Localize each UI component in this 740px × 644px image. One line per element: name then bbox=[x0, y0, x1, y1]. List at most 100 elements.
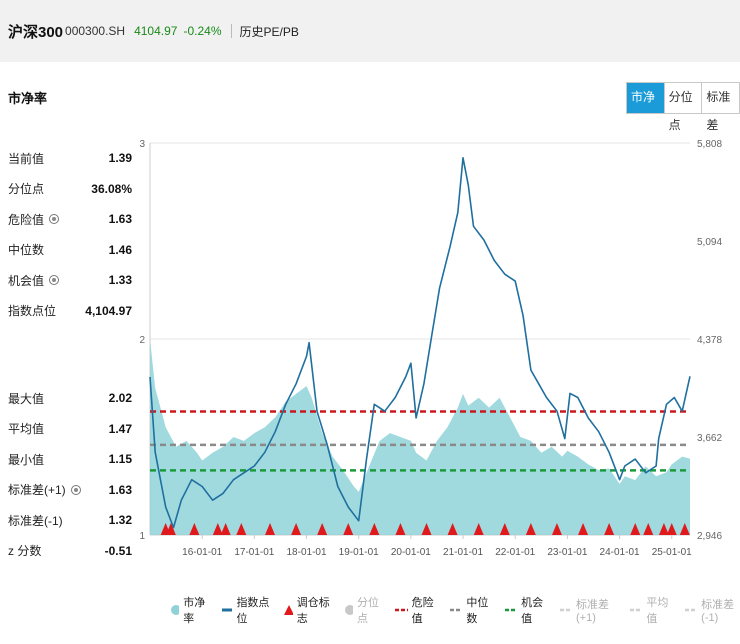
stat-label: 机会值 bbox=[8, 272, 60, 289]
right-tick-label: 5,094 bbox=[697, 237, 722, 248]
stat-value: 1.63 bbox=[108, 482, 132, 497]
legend-line-icon bbox=[221, 608, 233, 612]
stat-row-opportunity: 机会值 1.33 bbox=[8, 265, 132, 296]
legend-item-median[interactable]: 中位数 bbox=[450, 594, 492, 626]
left-tick-label: 1 bbox=[139, 531, 145, 542]
stat-value: 1.46 bbox=[108, 242, 132, 257]
rebalance-marker bbox=[369, 523, 380, 535]
rebalance-marker bbox=[551, 523, 562, 535]
stat-label: 中位数 bbox=[8, 243, 45, 258]
x-tick-label: 20-01-01 bbox=[391, 547, 431, 558]
stat-label: 指数点位 bbox=[8, 304, 57, 319]
x-tick-label: 25-01-01 bbox=[652, 547, 692, 558]
rebalance-marker bbox=[317, 523, 328, 535]
legend-label: 中位数 bbox=[466, 597, 489, 625]
stat-value: -0.51 bbox=[104, 543, 132, 558]
x-tick-label: 22-01-01 bbox=[495, 547, 535, 558]
index-code: 000300.SH bbox=[65, 24, 126, 38]
stat-value: 36.08% bbox=[91, 181, 132, 196]
rebalance-marker bbox=[220, 523, 231, 535]
index-line-series bbox=[149, 157, 691, 529]
rebalance-marker bbox=[604, 523, 615, 535]
legend-item-rebalance[interactable]: 调仓标志 bbox=[283, 594, 330, 626]
stat-row-current: 当前值 1.39 bbox=[8, 143, 132, 174]
legend-item-index[interactable]: 指数点位 bbox=[221, 594, 271, 626]
x-tick-label: 21-01-01 bbox=[443, 547, 483, 558]
stats-panel-top: 当前值 1.39 分位点 36.08% 危险值 1.63 中位数 1.46 机会… bbox=[8, 143, 132, 326]
legend-label: 市净率 bbox=[183, 597, 206, 625]
chart-legend: 市净率 指数点位 调仓标志 分位点 危险值 中位数 机会值 标准差(+1) 平均… bbox=[170, 594, 740, 626]
legend-dot-icon bbox=[344, 605, 353, 615]
rebalance-marker bbox=[291, 523, 302, 535]
stat-value: 1.39 bbox=[108, 151, 132, 166]
legend-label: 指数点位 bbox=[236, 597, 270, 625]
left-tick-label: 2 bbox=[139, 335, 145, 346]
stat-value: 1.15 bbox=[108, 452, 132, 467]
rebalance-marker bbox=[265, 523, 275, 535]
rebalance-marker bbox=[165, 523, 176, 535]
rebalance-marker bbox=[658, 523, 669, 535]
stat-row-index-level: 指数点位 4,104.97 bbox=[8, 296, 132, 327]
rebalance-marker bbox=[666, 523, 677, 535]
stat-label: 标准差(+1) bbox=[8, 481, 81, 498]
legend-dash-icon bbox=[504, 608, 518, 612]
right-tick-label: 4,378 bbox=[697, 335, 722, 346]
stat-row-std-minus: 标准差(-1) 1.32 bbox=[8, 505, 132, 536]
pb-area-series bbox=[150, 339, 690, 535]
stat-row-median: 中位数 1.46 bbox=[8, 235, 132, 266]
pb-chart[interactable]: 1 2 3 2,946 3,662 4,378 5,094 5,808 16-01-01 17-0… bbox=[0, 125, 740, 580]
stat-row-min: 最小值 1.15 bbox=[8, 444, 132, 475]
stat-label: 标准差(-1) bbox=[8, 513, 63, 528]
stat-value: 1.63 bbox=[108, 212, 132, 227]
right-tick-label: 5,808 bbox=[697, 139, 722, 150]
rebalance-marker bbox=[630, 523, 641, 535]
rebalance-marker bbox=[236, 523, 247, 535]
stat-value: 4,104.97 bbox=[85, 303, 132, 318]
info-icon[interactable] bbox=[49, 275, 60, 286]
stat-label: 当前值 bbox=[8, 151, 45, 166]
stat-row-danger: 危险值 1.63 bbox=[8, 204, 132, 235]
legend-item-pb[interactable]: 市净率 bbox=[170, 594, 209, 626]
tab-pb[interactable]: 市净率 bbox=[627, 83, 664, 132]
legend-item-std-minus[interactable]: 标准差(-1) bbox=[684, 596, 740, 624]
legend-item-danger[interactable]: 危险值 bbox=[395, 594, 437, 626]
tab-percentile[interactable]: 分位点 bbox=[663, 83, 702, 132]
rebalance-marker bbox=[447, 523, 458, 535]
stat-row-z-score: z 分数 -0.51 bbox=[8, 536, 132, 567]
legend-dash-icon bbox=[559, 608, 572, 612]
rebalance-marker bbox=[578, 523, 589, 535]
index-change: -0.24% bbox=[183, 24, 222, 38]
legend-label: 标准差(+1) bbox=[575, 599, 609, 624]
rebalance-marker bbox=[212, 523, 223, 535]
info-icon[interactable] bbox=[49, 214, 60, 225]
legend-triangle-icon bbox=[284, 605, 293, 615]
legend-label: 危险值 bbox=[411, 597, 434, 625]
legend-item-percentile[interactable]: 分位点 bbox=[344, 594, 383, 626]
legend-dash-icon bbox=[450, 608, 463, 612]
right-tick-label: 2,946 bbox=[697, 531, 722, 542]
stat-label: z 分数 bbox=[8, 544, 42, 559]
stat-value: 2.02 bbox=[108, 391, 132, 406]
legend-item-opportunity[interactable]: 机会值 bbox=[504, 594, 547, 626]
metric-tabs: 市净率 分位点 标准差 bbox=[626, 82, 740, 132]
rebalance-marker bbox=[343, 523, 354, 535]
rebalance-marker bbox=[643, 523, 654, 535]
right-tick-label: 3,662 bbox=[697, 433, 722, 444]
legend-label: 调仓标志 bbox=[296, 597, 330, 625]
stat-row-percentile: 分位点 36.08% bbox=[8, 174, 132, 205]
legend-item-mean[interactable]: 平均值 bbox=[630, 594, 672, 626]
stat-label: 分位点 bbox=[8, 182, 45, 197]
legend-item-std-plus[interactable]: 标准差(+1) bbox=[559, 596, 617, 624]
rebalance-marker bbox=[679, 523, 690, 535]
index-price: 4104.97 bbox=[134, 24, 178, 38]
stat-row-std-plus: 标准差(+1) 1.63 bbox=[8, 475, 132, 506]
stat-value: 1.33 bbox=[108, 273, 132, 288]
x-tick-label: 18-01-01 bbox=[287, 547, 327, 558]
tab-stddev[interactable]: 标准差 bbox=[701, 83, 740, 132]
stat-value: 1.47 bbox=[108, 421, 132, 436]
history-pe-pb-link[interactable]: 历史PE/PB bbox=[239, 24, 299, 39]
info-icon[interactable] bbox=[70, 484, 81, 495]
section-title: 市净率 bbox=[8, 91, 48, 106]
stat-label: 最小值 bbox=[8, 452, 45, 467]
stat-row-max: 最大值 2.02 bbox=[8, 383, 132, 414]
